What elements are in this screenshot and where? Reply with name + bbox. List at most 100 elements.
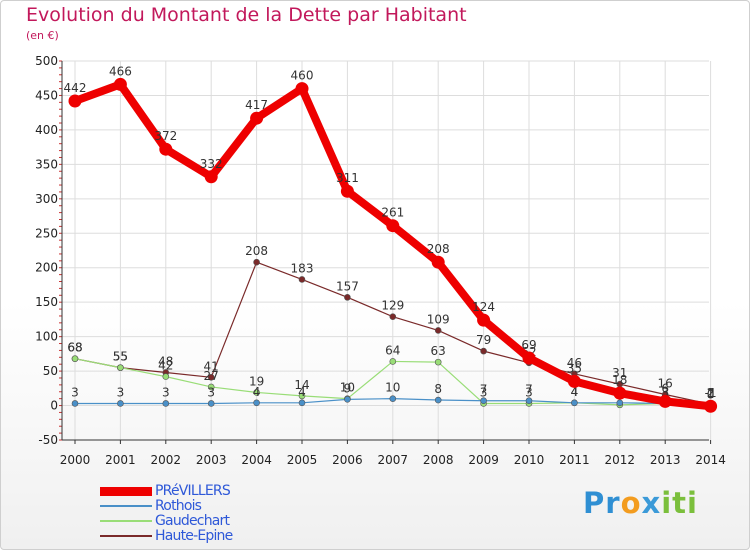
data-label: 63 bbox=[431, 344, 446, 358]
y-tick-label: 450 bbox=[35, 88, 58, 102]
y-tick-label: 100 bbox=[35, 330, 58, 344]
data-label: 64 bbox=[385, 343, 400, 357]
data-point bbox=[389, 395, 397, 402]
data-label: 183 bbox=[291, 261, 314, 275]
data-label: 68 bbox=[67, 341, 82, 355]
data-label: 35 bbox=[567, 361, 582, 375]
data-point bbox=[434, 327, 442, 334]
x-tick-label: 2013 bbox=[650, 453, 681, 467]
data-label: 55 bbox=[113, 350, 128, 364]
data-point bbox=[68, 94, 82, 108]
y-tick-label: 500 bbox=[35, 54, 58, 68]
legend-swatch bbox=[100, 487, 152, 496]
data-label: 208 bbox=[427, 242, 450, 256]
data-label: 42 bbox=[158, 359, 173, 373]
data-label: 124 bbox=[472, 300, 495, 314]
data-point bbox=[658, 394, 672, 408]
data-label: 10 bbox=[340, 381, 355, 395]
x-tick-label: 2007 bbox=[378, 453, 409, 467]
x-tick-label: 2000 bbox=[60, 453, 91, 467]
y-tick-label: 50 bbox=[43, 364, 58, 378]
data-label: 3 bbox=[480, 385, 488, 399]
data-label: 19 bbox=[249, 374, 264, 388]
data-point bbox=[344, 396, 351, 403]
legend-label: PRéVILLERS bbox=[155, 483, 231, 499]
data-point bbox=[480, 347, 487, 355]
legend-label: Rothois bbox=[155, 498, 202, 514]
data-point bbox=[71, 400, 79, 407]
data-label: 79 bbox=[476, 333, 491, 347]
data-label: 4 bbox=[571, 385, 579, 399]
data-point bbox=[522, 351, 536, 365]
data-point bbox=[71, 355, 79, 362]
data-point bbox=[117, 400, 124, 407]
legend-item-gaudechart: Gaudechart bbox=[100, 513, 300, 529]
data-point bbox=[340, 184, 354, 198]
data-point bbox=[295, 82, 309, 96]
data-point bbox=[253, 258, 260, 266]
y-tick-label: 400 bbox=[35, 123, 58, 137]
data-point bbox=[434, 396, 442, 404]
chart-title: Evolution du Montant de la Dette par Hab… bbox=[26, 4, 467, 26]
data-point bbox=[113, 77, 127, 91]
data-label: 311 bbox=[336, 171, 359, 185]
data-label: 3 bbox=[661, 385, 669, 399]
data-label: 31 bbox=[612, 366, 627, 380]
data-point bbox=[298, 276, 306, 283]
data-point bbox=[207, 373, 215, 381]
data-point bbox=[389, 313, 397, 320]
data-label: 8 bbox=[434, 382, 442, 396]
data-label: 27 bbox=[204, 369, 219, 383]
x-tick-label: 2011 bbox=[559, 453, 590, 467]
data-point bbox=[525, 397, 533, 405]
data-point bbox=[477, 313, 491, 327]
data-point bbox=[250, 111, 264, 125]
data-label: 68 bbox=[67, 341, 82, 355]
data-point bbox=[434, 358, 442, 366]
data-label: 157 bbox=[336, 279, 359, 293]
data-point bbox=[613, 386, 627, 400]
data-label: 3 bbox=[207, 385, 215, 399]
data-label: 4 bbox=[571, 385, 579, 399]
legend-label: Haute-Epine bbox=[155, 528, 233, 544]
data-point bbox=[298, 392, 306, 400]
data-point bbox=[162, 400, 170, 407]
data-point bbox=[298, 399, 306, 407]
data-label: 55 bbox=[113, 350, 128, 364]
data-point bbox=[389, 358, 397, 365]
y-tick-label: 300 bbox=[35, 192, 58, 206]
x-tick-label: 2003 bbox=[196, 453, 227, 467]
x-tick-label: 2001 bbox=[105, 453, 136, 467]
y-tick-label: -50 bbox=[38, 433, 58, 447]
data-label: 1 bbox=[707, 387, 715, 401]
y-tick-label: 250 bbox=[35, 226, 58, 240]
data-point bbox=[207, 400, 215, 407]
data-label: -1 bbox=[705, 386, 717, 400]
data-point bbox=[159, 142, 173, 156]
legend-label: Gaudechart bbox=[155, 513, 230, 529]
data-label: 332 bbox=[200, 157, 223, 171]
data-label: 0 bbox=[707, 388, 715, 402]
legend-swatch bbox=[100, 505, 152, 507]
x-tick-label: 2004 bbox=[241, 453, 272, 467]
data-point bbox=[386, 219, 400, 233]
data-label: 3 bbox=[117, 385, 125, 399]
data-point bbox=[567, 374, 581, 388]
data-point bbox=[207, 383, 215, 391]
data-point bbox=[571, 399, 578, 407]
y-tick-label: 150 bbox=[35, 295, 58, 309]
data-label: 460 bbox=[291, 69, 314, 83]
data-label: 3 bbox=[71, 385, 79, 399]
data-label: 7 bbox=[480, 383, 488, 397]
legend: PRéVILLERS Rothois Gaudechart Haute-Epin… bbox=[100, 483, 300, 544]
data-label: 208 bbox=[245, 244, 268, 258]
data-label: 10 bbox=[385, 381, 400, 395]
data-label: 372 bbox=[154, 129, 177, 143]
data-label: 442 bbox=[64, 81, 87, 95]
data-label: 2 bbox=[707, 386, 715, 400]
data-label: 261 bbox=[381, 206, 404, 220]
legend-item-haute-epine: Haute-Epine bbox=[100, 528, 300, 544]
data-label: 3 bbox=[661, 385, 669, 399]
data-label: 9 bbox=[344, 381, 352, 395]
